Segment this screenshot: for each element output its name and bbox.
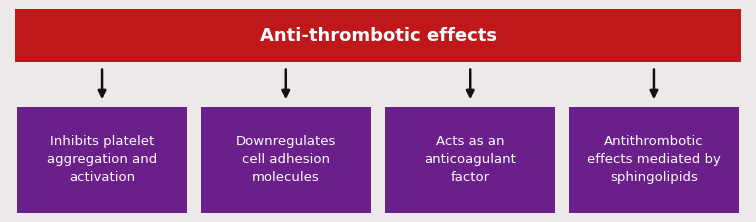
Text: Anti-thrombotic effects: Anti-thrombotic effects (259, 26, 497, 45)
FancyBboxPatch shape (17, 107, 187, 213)
FancyBboxPatch shape (15, 9, 741, 62)
Text: Inhibits platelet
aggregation and
activation: Inhibits platelet aggregation and activa… (47, 135, 157, 184)
Text: Acts as an
anticoagulant
factor: Acts as an anticoagulant factor (424, 135, 516, 184)
Text: Antithrombotic
effects mediated by
sphingolipids: Antithrombotic effects mediated by sphin… (587, 135, 721, 184)
Text: Downregulates
cell adhesion
molecules: Downregulates cell adhesion molecules (236, 135, 336, 184)
FancyBboxPatch shape (201, 107, 371, 213)
FancyBboxPatch shape (569, 107, 739, 213)
FancyBboxPatch shape (385, 107, 555, 213)
